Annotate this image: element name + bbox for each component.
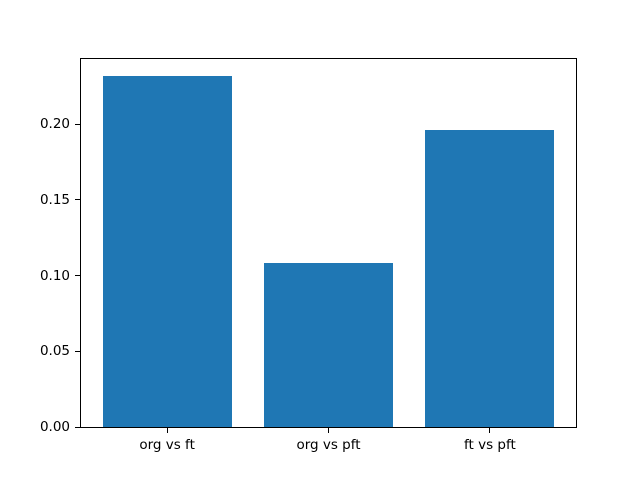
- x-tick-mark: [166, 428, 168, 433]
- bar-ft-vs-pft: [425, 130, 555, 427]
- plot-area: [80, 58, 577, 428]
- x-tick-mark: [489, 428, 491, 433]
- x-tick-label-org-vs-ft: org vs ft: [139, 437, 195, 453]
- y-tick-label: 0.10: [39, 267, 70, 284]
- y-tick-label: 0.05: [39, 343, 70, 360]
- y-tick-mark: [75, 275, 80, 276]
- y-tick-mark: [75, 199, 80, 201]
- x-tick-label-org-vs-pft: org vs pft: [296, 437, 361, 453]
- y-tick-mark: [75, 426, 80, 428]
- x-tick-label-ft-vs-pft: ft vs pft: [463, 437, 516, 453]
- bar-org-vs-pft: [264, 263, 394, 427]
- y-tick-mark: [75, 123, 80, 125]
- x-tick-mark: [328, 428, 329, 433]
- y-tick-label: 0.15: [39, 191, 70, 208]
- bar-org-vs-ft: [102, 75, 232, 427]
- y-tick-label: 0.20: [39, 116, 70, 132]
- y-tick-mark: [75, 350, 80, 352]
- y-tick-label: 0.00: [39, 419, 70, 435]
